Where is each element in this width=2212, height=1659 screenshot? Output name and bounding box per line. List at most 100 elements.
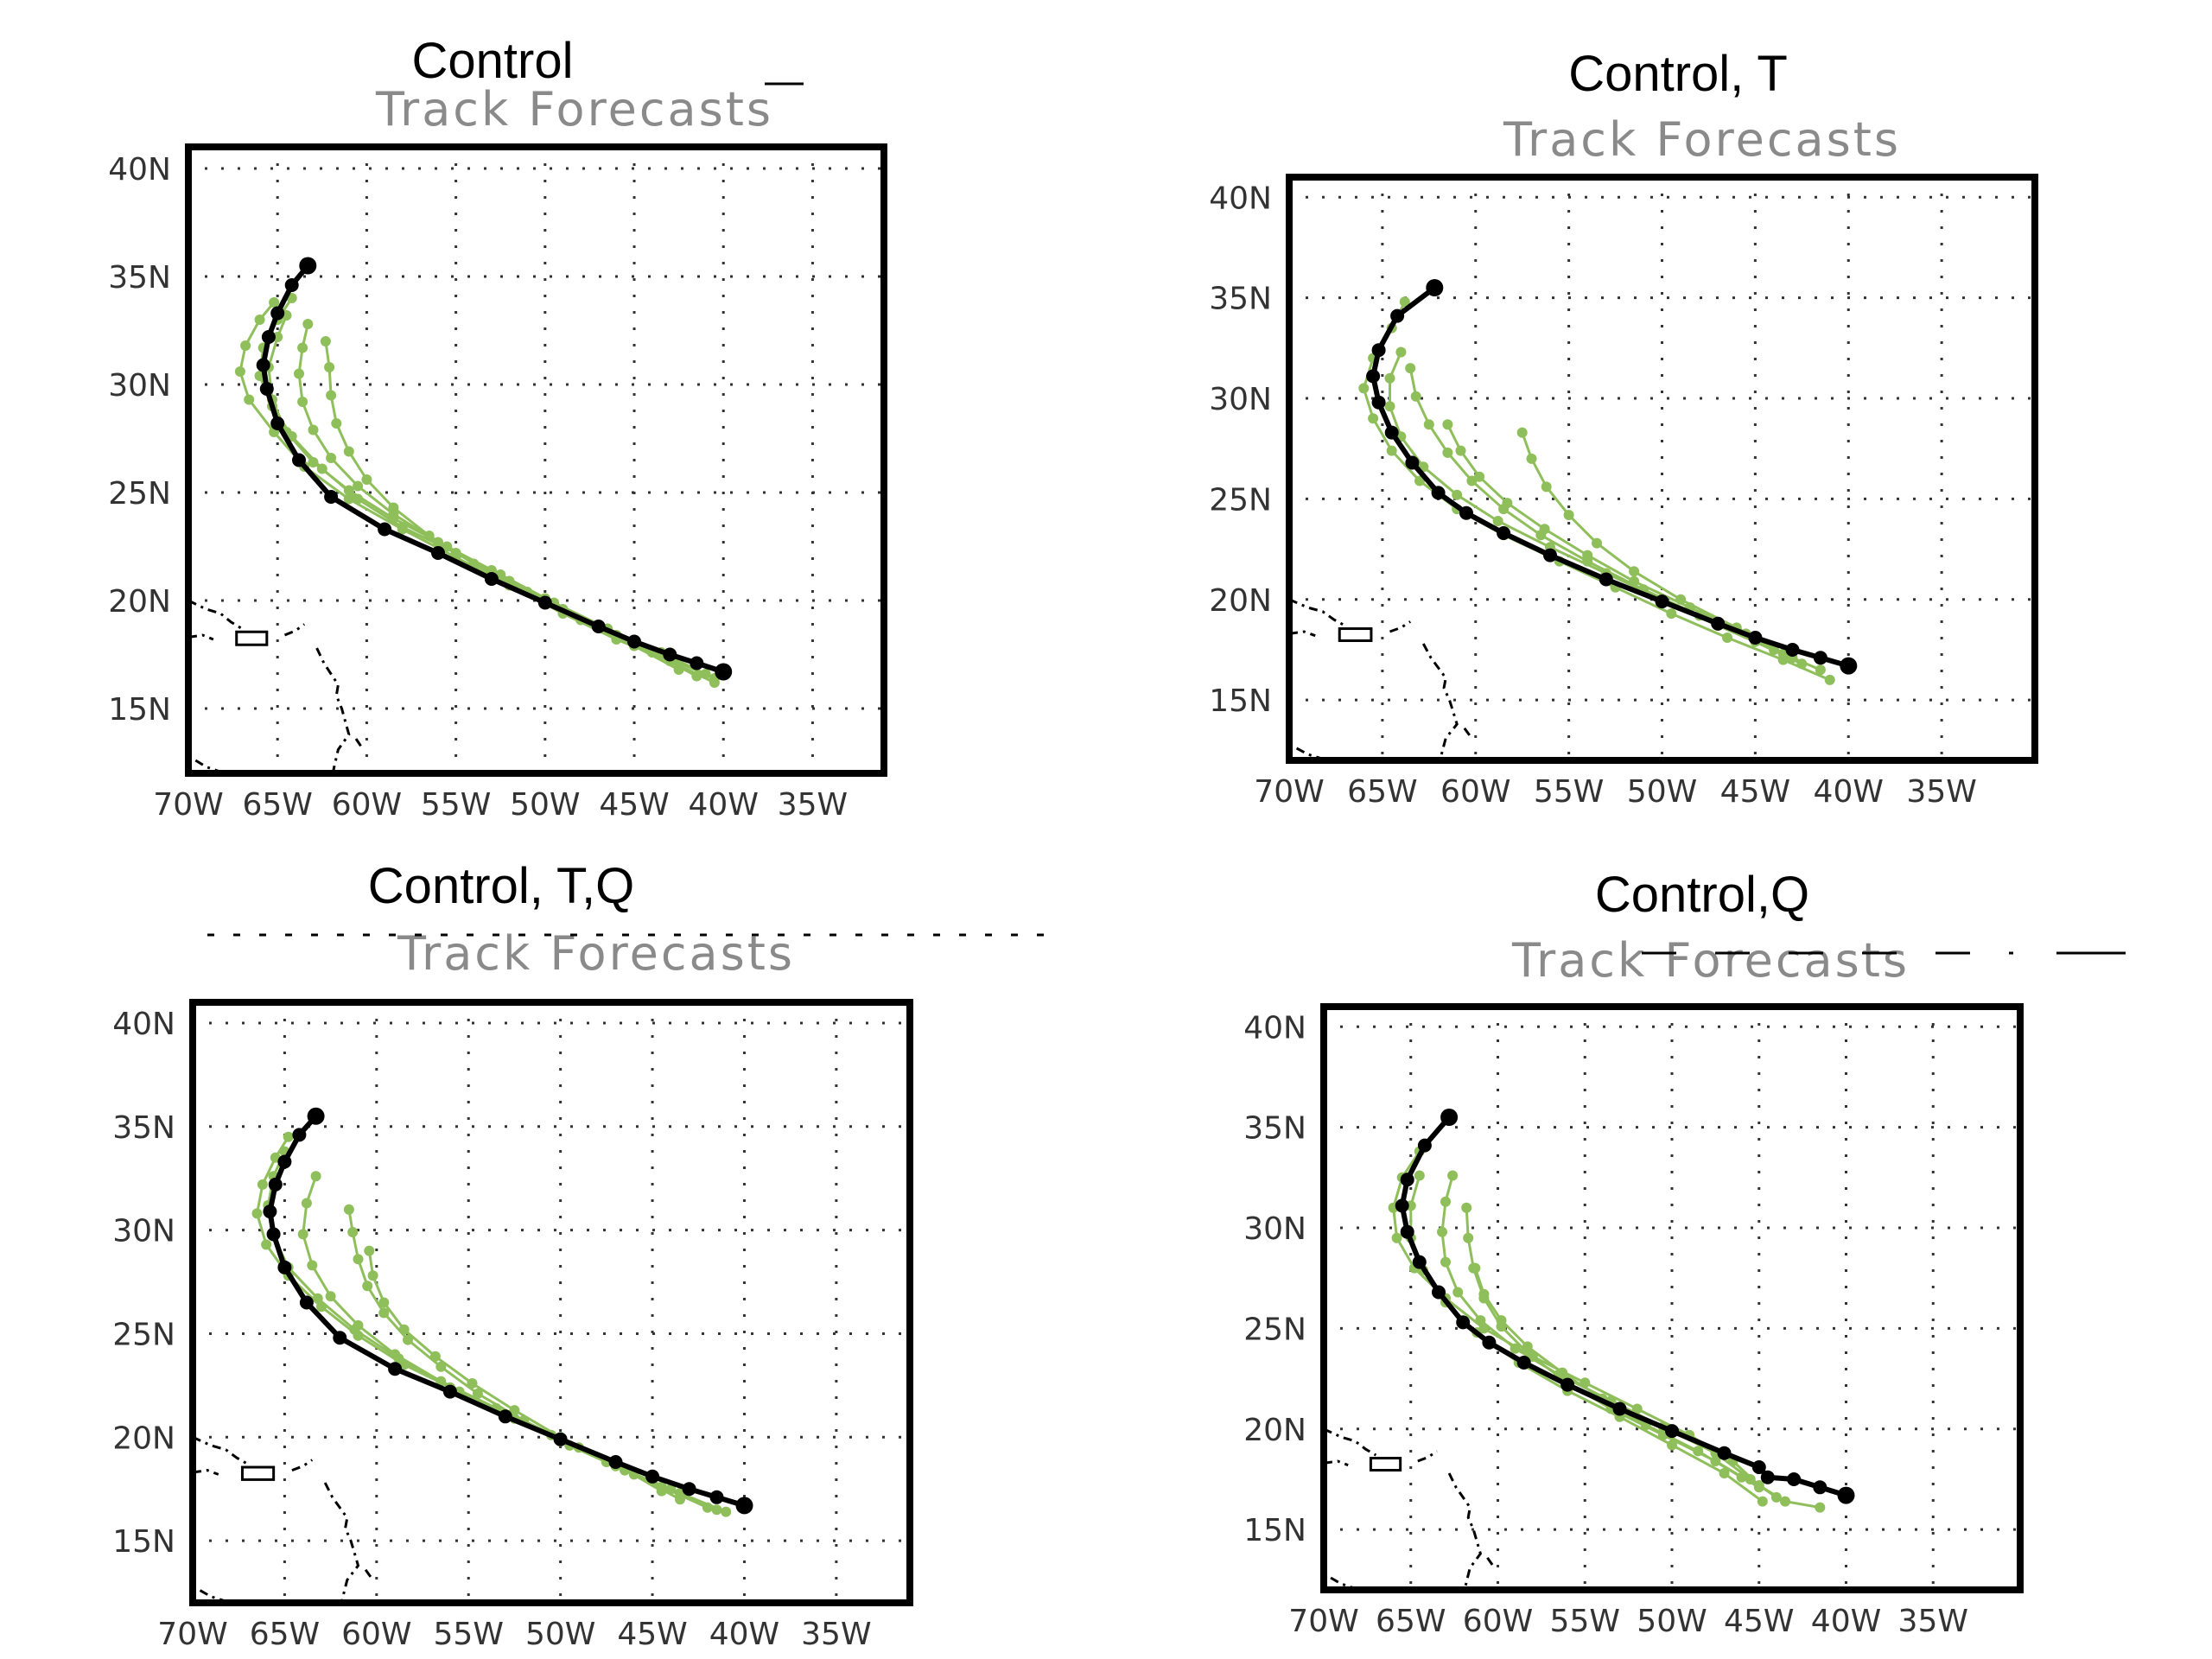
observed-track-point [1748,631,1763,645]
coastline [1288,598,1473,761]
grid-layer [1324,1007,2020,1590]
observed-track-point [484,572,499,586]
forecast-track-point [721,1506,732,1517]
forecast-track-point [1516,427,1528,438]
x-tick-label: 65W [1347,774,1417,810]
coastline-segment [1295,747,1322,760]
observed-track-point [608,1455,623,1469]
chart-title: Control, T,Q [368,858,634,914]
observed-track-line [267,1114,746,1509]
observed-track-point [1560,1377,1575,1392]
observed-track-point [277,1154,292,1169]
forecast-track-point [1414,1170,1425,1181]
observed-track-point [1711,616,1726,631]
observed-track-point [1751,1460,1766,1474]
coastline-segment [192,1435,249,1465]
x-tick-label: 45W [617,1617,687,1652]
observed-track-point [1371,395,1386,410]
forecast-track-point [1442,419,1453,430]
observed-track-line [260,264,725,675]
tracks-layer [1388,1109,1855,1513]
y-tick-label: 35N [112,1110,175,1146]
forecast-track-point [675,1494,685,1505]
x-tick-label: 50W [1637,1604,1707,1639]
y-tick-label: 40N [108,152,171,188]
forecast-track-point [254,315,265,325]
observed-track-point [333,1331,347,1345]
x-tick-label: 70W [153,787,223,823]
coastline-segment [1330,1576,1354,1590]
observed-track-point [1390,308,1405,323]
x-tick-label: 55W [421,787,491,823]
coastline-segment [188,599,243,630]
forecast-track-point [378,1297,390,1308]
forecast-track-point [509,1405,520,1416]
forecast-track-point [1780,1496,1790,1507]
y-tick-label: 30N [1209,382,1272,417]
x-tick-label: 35W [1898,1604,1968,1639]
coastline-segment [188,633,214,641]
forecast-track-line [324,340,680,671]
forecast-track-point [1358,383,1370,394]
x-tick-label: 45W [1724,1604,1794,1639]
forecast-track-point [711,1504,722,1516]
observed-track-point [284,278,299,292]
observed-track-point [553,1432,568,1446]
forecast-track-point [1582,550,1593,561]
coastline [192,1435,374,1604]
forecast-track-point [1666,608,1677,620]
observed-track-point [266,1227,281,1242]
forecast-track-point [324,362,335,372]
forecast-track-point [1539,524,1550,535]
observed-track-point [709,1490,724,1504]
forecast-track-point [1442,447,1453,458]
observed-track-point [1655,594,1669,609]
x-tick-label: 60W [341,1617,411,1652]
forecast-track-point [307,1260,318,1271]
forecast-track-point [1437,1226,1447,1237]
forecast-track-point [297,342,308,353]
tick-labels: 70W 65W 60W 55W 50W 45W 40W 35W 40N 35N 30N 25N 20N 1… [112,1007,871,1652]
forecast-track-point [1592,537,1602,549]
observed-track-point [270,416,285,430]
forecast-track-line [1409,1175,1764,1503]
forecast-track-point [1399,296,1410,308]
forecast-track-point [472,1388,483,1399]
observed-track-point [1543,548,1557,563]
observed-track-point [307,1107,325,1125]
y-tick-label: 15N [1209,683,1272,719]
forecast-track-point [1563,510,1574,520]
grid-layer [188,147,884,773]
forecast-track-point [1391,1232,1402,1243]
forecast-track-point [353,480,364,492]
forecast-track-point [1452,489,1463,500]
coastline-segment [1389,620,1412,633]
forecast-track-point [1405,363,1416,374]
observed-track-point [645,1469,660,1484]
forecast-track-point [349,1324,360,1335]
observed-track-point [1837,1486,1855,1504]
forecast-track-point [673,664,684,675]
x-tick-label: 60W [1463,1604,1533,1639]
observed-track-point [1384,425,1399,440]
chart-title: Control,Q [1595,867,1809,923]
forecast-track-point [269,297,280,308]
forecast-track-point [1557,1367,1568,1378]
y-tick-label: 20N [112,1421,175,1456]
chart-title: Control, T [1568,46,1788,102]
y-tick-label: 15N [1243,1513,1306,1548]
observed-track-point [1459,505,1473,520]
forecast-track-point [294,368,304,379]
observed-track-point [591,620,606,633]
x-tick-label: 55W [1550,1604,1620,1639]
forecast-track-point [1423,419,1434,430]
forecast-track-point [1440,1196,1451,1207]
panel-control-t: Control, T Track Forecasts 70W 65W 60W 55W 5… [1106,0,2212,830]
observed-track-point [1813,1480,1827,1495]
observed-track-point [1482,1335,1497,1350]
y-tick-label: 25N [112,1317,175,1352]
forecast-track-point [1757,1496,1768,1507]
observed-track-point [1497,526,1511,540]
forecast-track-point [1770,1491,1782,1503]
observed-track-point [1665,1424,1679,1439]
